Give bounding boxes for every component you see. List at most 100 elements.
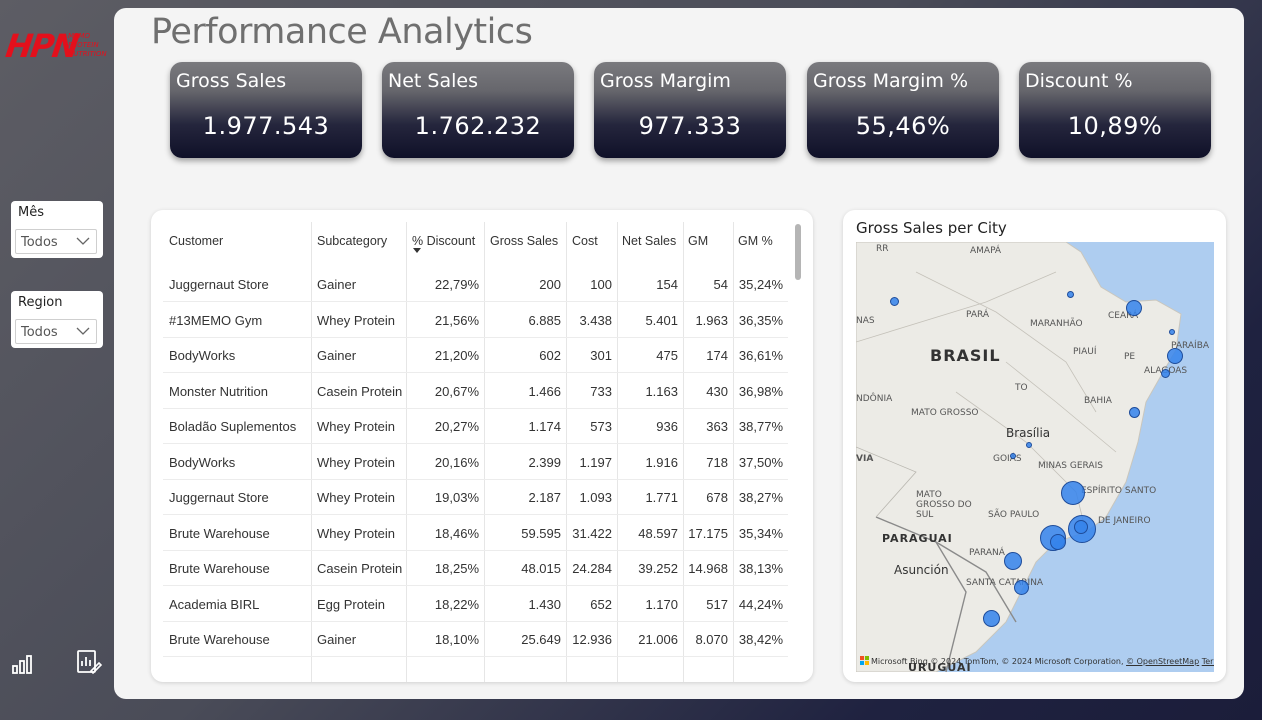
- map-label-ceara: CEARÁ: [1108, 311, 1139, 321]
- map-bubble[interactable]: [983, 610, 1000, 627]
- table-cell: Gainer: [317, 632, 357, 647]
- month-dropdown[interactable]: Todos: [15, 229, 97, 254]
- table-cell: 100: [590, 277, 612, 292]
- kpi-discount-pct: Discount % 10,89%: [1019, 62, 1211, 158]
- table-row[interactable]: Juggernaut Store Whey Protein 19,03% 2.187 1…: [163, 480, 788, 515]
- table-row[interactable]: Brute Warehouse Gainer 18,10% 25.649 12.936 2…: [163, 622, 788, 657]
- table-cell: 36,61%: [738, 348, 783, 363]
- table-cell: 39.252: [638, 561, 678, 576]
- table-cell: 301: [590, 348, 612, 363]
- table-cell: 475: [656, 348, 678, 363]
- table-cell: 6.885: [528, 312, 561, 328]
- table-cell: 678: [706, 490, 728, 505]
- month-slicer: Mês Todos: [11, 201, 103, 258]
- table-cell: 936: [656, 419, 678, 434]
- map-bubble[interactable]: [1129, 407, 1140, 418]
- map-label-rio: DE JANEIRO: [1098, 516, 1151, 526]
- table-cell: 718: [706, 454, 728, 470]
- table-cell: 1.430: [528, 596, 561, 612]
- map-bubble[interactable]: [1126, 300, 1142, 316]
- map-bubble[interactable]: [1169, 329, 1175, 335]
- table-cell: 38,77%: [738, 419, 783, 434]
- map-label-santa-catarina: SANTA CATARINA: [966, 578, 1044, 588]
- table-header: Customer Subcategory % Discount Gross Sa…: [151, 222, 791, 272]
- map-bubble[interactable]: [1074, 520, 1088, 534]
- table-row[interactable]: Academia BIRL Egg Protein 18,22% 1.430 652 1.…: [163, 587, 788, 622]
- table-cell: 1.163: [645, 383, 678, 399]
- map-bubble[interactable]: [1004, 552, 1022, 570]
- region-dropdown-value: Todos: [21, 325, 58, 340]
- report-edit-icon[interactable]: [75, 648, 103, 676]
- table-cell: Academia BIRL: [169, 596, 260, 612]
- table-cell: 517: [706, 596, 728, 612]
- table-row[interactable]: Brute Warehouse Casein Protein 18,25% 48.01…: [163, 551, 788, 586]
- table-row[interactable]: Monster Nutrition Casein Protein 20,67% 1.4…: [163, 374, 788, 409]
- map-label-brasil: BRASIL: [930, 346, 1001, 365]
- region-dropdown[interactable]: Todos: [15, 319, 97, 344]
- report-canvas: Performance Analytics Gross Sales 1.977.…: [114, 8, 1244, 699]
- col-header-discount[interactable]: % Discount: [412, 234, 476, 248]
- col-header-subcategory[interactable]: Subcategory: [317, 234, 388, 248]
- map-bubble[interactable]: [1061, 481, 1085, 505]
- map-bubble[interactable]: [890, 297, 899, 306]
- bar-chart-icon[interactable]: [10, 648, 38, 676]
- map-label-pe: PE: [1124, 352, 1136, 362]
- map-label-mgs: MATO GROSSO DO SUL: [916, 490, 972, 520]
- map-bubble[interactable]: [1010, 453, 1016, 459]
- table-cell: 1.197: [579, 454, 612, 470]
- table-cell: Whey Protein: [317, 419, 396, 434]
- table-row[interactable]: Juggernaut Store Gainer 22,79% 200 100 154 54 3…: [163, 267, 788, 302]
- table-cell: Gainer: [317, 277, 357, 292]
- kpi-value: 1.762.232: [414, 112, 542, 140]
- table-cell: Whey Protein: [317, 525, 396, 541]
- table-cell: Boladão Suplementos: [169, 419, 297, 434]
- col-header-gm[interactable]: GM: [688, 234, 709, 248]
- month-dropdown-value: Todos: [21, 235, 58, 250]
- table-cell: 48.597: [638, 525, 678, 541]
- table-scrollbar[interactable]: [795, 224, 801, 280]
- terms-link[interactable]: Terms: [1201, 657, 1214, 666]
- map-bubble[interactable]: [1014, 580, 1029, 595]
- table-cell: 18,22%: [434, 596, 479, 612]
- map-label-asuncion: Asunción: [894, 563, 949, 577]
- map-label-via: VIA: [856, 454, 874, 464]
- map-bubble[interactable]: [1067, 291, 1074, 298]
- table-cell: BodyWorks: [169, 454, 236, 470]
- table-row[interactable]: BodyWorks Gainer 21,20% 602 301 475 174 36,61%: [163, 338, 788, 373]
- table-cell: Brute Warehouse: [169, 632, 270, 647]
- map-bubble[interactable]: [1161, 369, 1170, 378]
- osm-link[interactable]: © OpenStreetMap: [1126, 657, 1200, 666]
- table-cell: 18,46%: [434, 525, 479, 541]
- map-bubble[interactable]: [1026, 442, 1032, 448]
- map-label-espirito: ESPÍRITO SANTO: [1081, 486, 1157, 496]
- table-cell: 14.968: [688, 561, 728, 576]
- col-header-net-sales[interactable]: Net Sales: [622, 234, 677, 248]
- map-label-amapa: AMAPÁ: [970, 246, 1002, 256]
- map-bubble[interactable]: [1050, 534, 1066, 550]
- table-cell: 733: [590, 383, 612, 399]
- map-canvas[interactable]: RR AMAPÁ NAS PARÁ MARANHÃO CEARÁ BRASIL …: [856, 242, 1214, 672]
- col-header-gm-pct[interactable]: GM %: [738, 234, 773, 248]
- col-header-gross-sales[interactable]: Gross Sales: [490, 234, 559, 248]
- table-row[interactable]: Boladão Suplementos Whey Protein 20,27% 1.1…: [163, 409, 788, 444]
- table-row[interactable]: BodyWorks Whey Protein 20,16% 2.399 1.197 1.9…: [163, 445, 788, 480]
- page-title: Performance Analytics: [151, 12, 533, 52]
- table-cell: 1.771: [645, 490, 678, 505]
- table-cell: 12.936: [572, 632, 612, 647]
- kpi-label: Gross Margim: [600, 70, 731, 92]
- table-cell: 35,34%: [738, 525, 783, 541]
- col-header-customer[interactable]: Customer: [169, 234, 224, 248]
- region-slicer-title: Region: [18, 295, 63, 310]
- table-cell: 19,03%: [434, 490, 479, 505]
- kpi-value: 10,89%: [1067, 112, 1163, 140]
- table-row[interactable]: Brute Warehouse Whey Protein 18,46% 59.595 3…: [163, 516, 788, 551]
- map-label-goias: GOIÁS: [993, 454, 1022, 464]
- col-header-cost[interactable]: Cost: [572, 234, 598, 248]
- table-cell: 18,10%: [434, 632, 479, 647]
- logo-tagline: MEMO PROTEIN NUTRITION: [68, 32, 107, 58]
- map-bubble[interactable]: [1167, 348, 1183, 364]
- table-cell: 21.006: [638, 632, 678, 647]
- table-cell: Casein Protein: [317, 383, 403, 399]
- table-row[interactable]: #13MEMO Gym Whey Protein 21,56% 6.885 3.438 5…: [163, 303, 788, 338]
- table-cell: 21,20%: [434, 348, 479, 363]
